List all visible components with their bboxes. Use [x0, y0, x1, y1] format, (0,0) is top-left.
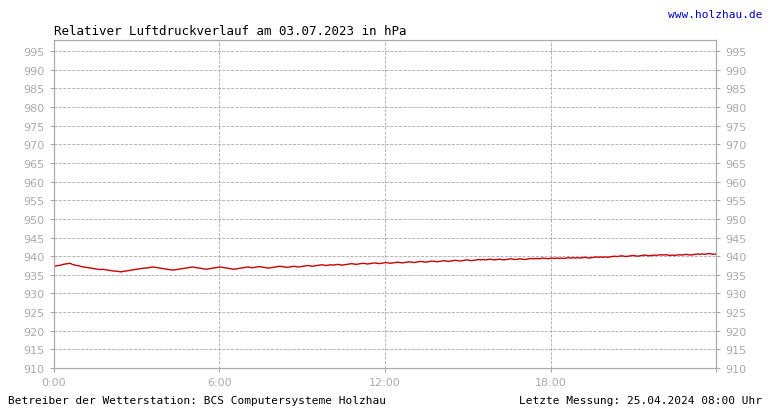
Text: Relativer Luftdruckverlauf am 03.07.2023 in hPa: Relativer Luftdruckverlauf am 03.07.2023…	[54, 25, 407, 38]
Text: www.holzhau.de: www.holzhau.de	[668, 10, 762, 20]
Text: Letzte Messung: 25.04.2024 08:00 Uhr: Letzte Messung: 25.04.2024 08:00 Uhr	[519, 395, 762, 405]
Text: Betreiber der Wetterstation: BCS Computersysteme Holzhau: Betreiber der Wetterstation: BCS Compute…	[8, 395, 386, 405]
